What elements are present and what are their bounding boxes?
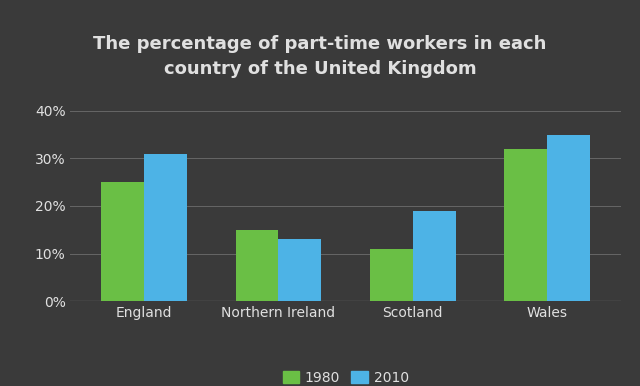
- Bar: [370, 249, 413, 301]
- Bar: [144, 154, 187, 301]
- Bar: [101, 182, 144, 301]
- Bar: [413, 211, 456, 301]
- Legend: 1980, 2010: 1980, 2010: [277, 365, 414, 386]
- Bar: [547, 135, 590, 301]
- Bar: [236, 230, 278, 301]
- Bar: [504, 149, 547, 301]
- Text: The percentage of part-time workers in each
country of the United Kingdom: The percentage of part-time workers in e…: [93, 35, 547, 78]
- Bar: [278, 239, 321, 301]
